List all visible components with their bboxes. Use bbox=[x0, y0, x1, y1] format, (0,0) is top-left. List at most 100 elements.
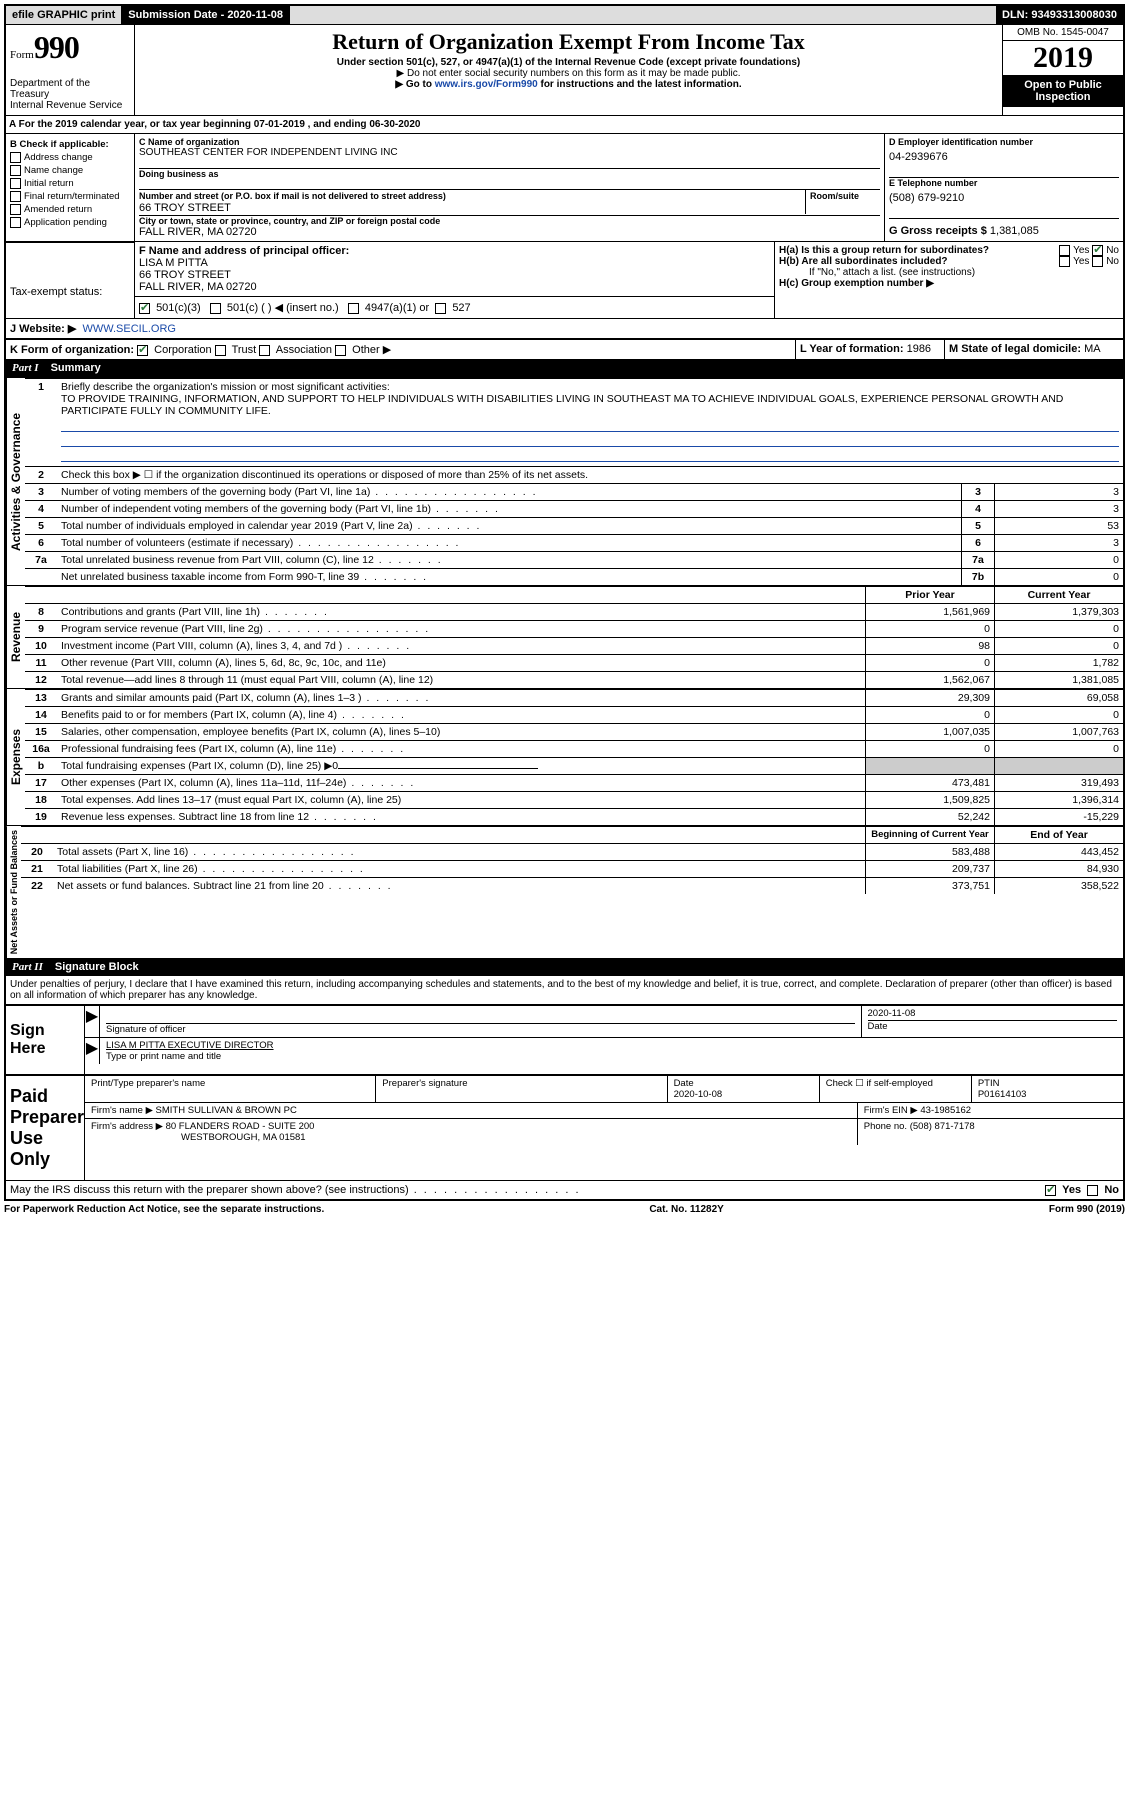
cb-initial[interactable] bbox=[10, 178, 21, 189]
cb-hb-no[interactable] bbox=[1092, 256, 1103, 267]
net-hdr-a: Beginning of Current Year bbox=[866, 827, 995, 844]
top-bar: efile GRAPHIC print Submission Date - 20… bbox=[6, 6, 1123, 25]
cb-amended[interactable] bbox=[10, 204, 21, 215]
rev-n: 11 bbox=[25, 655, 57, 672]
part1-num: Part I bbox=[12, 362, 39, 374]
rev-n: 9 bbox=[25, 621, 57, 638]
cb-ha-yes[interactable] bbox=[1059, 245, 1070, 256]
footer-b: Cat. No. 11282Y bbox=[649, 1204, 723, 1215]
net-hdr-b: End of Year bbox=[995, 827, 1124, 844]
opt-501c3: 501(c)(3) bbox=[156, 302, 201, 314]
r-t: Net unrelated business taxable income fr… bbox=[57, 569, 962, 586]
cb-other[interactable] bbox=[335, 345, 346, 356]
cb-501c[interactable] bbox=[210, 303, 221, 314]
tax-year: 2019 bbox=[1003, 41, 1123, 75]
cb-hb-yes[interactable] bbox=[1059, 256, 1070, 267]
cb-corp[interactable] bbox=[137, 345, 148, 356]
net-t: Total liabilities (Part X, line 26) bbox=[53, 861, 866, 878]
officer-name: LISA M PITTA bbox=[139, 257, 208, 269]
block-b-c-d: B Check if applicable: Address change Na… bbox=[6, 133, 1123, 241]
cy-hdr: Current Year bbox=[995, 587, 1124, 604]
block-f-h: Tax-exempt status: F Name and address of… bbox=[6, 241, 1123, 318]
title-sub1: Under section 501(c), 527, or 4947(a)(1)… bbox=[141, 57, 996, 68]
irs-link[interactable]: www.irs.gov/Form990 bbox=[435, 79, 538, 90]
m-block: M State of legal domicile: MA bbox=[945, 339, 1123, 359]
net-t: Total assets (Part X, line 16) bbox=[53, 844, 866, 861]
title-row: Form990 Department of the Treasury Inter… bbox=[6, 25, 1123, 115]
firm-addr: 80 FLANDERS ROAD - SUITE 200 bbox=[166, 1121, 315, 1132]
cb-address-label: Address change bbox=[24, 152, 93, 163]
cb-ha-no[interactable] bbox=[1092, 245, 1103, 256]
sub3a: ▶ Go to bbox=[395, 79, 434, 90]
l-label: L Year of formation: bbox=[800, 343, 904, 355]
exp-py: 0 bbox=[866, 741, 995, 758]
ha-no: No bbox=[1106, 245, 1119, 256]
rev-py: 98 bbox=[866, 638, 995, 655]
sub3b: for instructions and the latest informat… bbox=[538, 79, 742, 90]
part1-header: Part I Summary bbox=[6, 359, 1123, 377]
exp-t: Other expenses (Part IX, column (A), lin… bbox=[57, 775, 866, 792]
firm-addr-label: Firm's address ▶ bbox=[91, 1121, 163, 1132]
exp-cy: 1,007,763 bbox=[995, 724, 1124, 741]
section-revenue: Revenue Prior YearCurrent Year 8Contribu… bbox=[6, 585, 1123, 688]
cal-year-line: A For the 2019 calendar year, or tax yea… bbox=[6, 115, 1123, 133]
cb-527[interactable] bbox=[435, 303, 446, 314]
rev-cy: 1,381,085 bbox=[995, 672, 1124, 689]
r-b: 3 bbox=[962, 484, 995, 501]
footer-a: For Paperwork Reduction Act Notice, see … bbox=[4, 1204, 324, 1215]
gross-val: 1,381,085 bbox=[990, 225, 1039, 237]
exp-n: 18 bbox=[25, 792, 57, 809]
section-net: Net Assets or Fund Balances Beginning of… bbox=[6, 825, 1123, 958]
exp-cy: -15,229 bbox=[995, 809, 1124, 826]
cb-trust[interactable] bbox=[215, 345, 226, 356]
exp-cy: 69,058 bbox=[995, 690, 1124, 707]
cb-discuss-no[interactable] bbox=[1087, 1185, 1098, 1196]
firm-name: SMITH SULLIVAN & BROWN PC bbox=[156, 1105, 297, 1116]
net-n: 21 bbox=[21, 861, 53, 878]
exp-t: Grants and similar amounts paid (Part IX… bbox=[57, 690, 866, 707]
ha: H(a) Is this a group return for subordin… bbox=[779, 245, 989, 256]
exp-cy: 0 bbox=[995, 741, 1124, 758]
form-title: Return of Organization Exempt From Incom… bbox=[141, 29, 996, 55]
r-t: Number of voting members of the governin… bbox=[57, 484, 962, 501]
cb-pending-label: Application pending bbox=[24, 217, 107, 228]
cb-amended-label: Amended return bbox=[24, 204, 92, 215]
prep-h1: Print/Type preparer's name bbox=[91, 1078, 205, 1089]
cb-assoc[interactable] bbox=[259, 345, 270, 356]
r-v: 3 bbox=[995, 484, 1124, 501]
org-name: SOUTHEAST CENTER FOR INDEPENDENT LIVING … bbox=[139, 147, 880, 158]
exp-n: 14 bbox=[25, 707, 57, 724]
form-label: Form bbox=[10, 49, 34, 61]
prep-date: 2020-10-08 bbox=[674, 1089, 723, 1100]
rev-py: 0 bbox=[866, 621, 995, 638]
cb-discuss-yes[interactable] bbox=[1045, 1185, 1056, 1196]
side-rev: Revenue bbox=[6, 586, 25, 688]
cb-name[interactable] bbox=[10, 165, 21, 176]
r-n bbox=[25, 569, 57, 586]
cb-pending[interactable] bbox=[10, 217, 21, 228]
r-n: 3 bbox=[25, 484, 57, 501]
exp-cy-shade bbox=[995, 758, 1124, 775]
exp-n: 16a bbox=[25, 741, 57, 758]
cb-501c3[interactable] bbox=[139, 303, 150, 314]
r-n: 6 bbox=[25, 535, 57, 552]
hb-note: If "No," attach a list. (see instruction… bbox=[779, 267, 1119, 278]
cb-4947[interactable] bbox=[348, 303, 359, 314]
firm-city: WESTBOROUGH, MA 01581 bbox=[181, 1132, 306, 1143]
sig-date: 2020-11-08 bbox=[868, 1008, 1118, 1019]
paid-prep-label: Paid Preparer Use Only bbox=[6, 1076, 85, 1180]
k-trust: Trust bbox=[232, 344, 257, 356]
firm-ein: 43-1985162 bbox=[920, 1105, 971, 1116]
cb-final[interactable] bbox=[10, 191, 21, 202]
exp-n: 19 bbox=[25, 809, 57, 826]
footer-c: Form 990 (2019) bbox=[1049, 1204, 1125, 1215]
form-number: 990 bbox=[34, 29, 79, 65]
rev-t: Total revenue—add lines 8 through 11 (mu… bbox=[57, 672, 866, 689]
r-t: Number of independent voting members of … bbox=[57, 501, 962, 518]
website-link[interactable]: WWW.SECIL.ORG bbox=[82, 323, 176, 335]
footer: For Paperwork Reduction Act Notice, see … bbox=[4, 1201, 1125, 1218]
discuss-row: May the IRS discuss this return with the… bbox=[6, 1180, 1123, 1199]
exp-t: Professional fundraising fees (Part IX, … bbox=[57, 741, 866, 758]
form-container: efile GRAPHIC print Submission Date - 20… bbox=[4, 4, 1125, 1201]
cb-address[interactable] bbox=[10, 152, 21, 163]
